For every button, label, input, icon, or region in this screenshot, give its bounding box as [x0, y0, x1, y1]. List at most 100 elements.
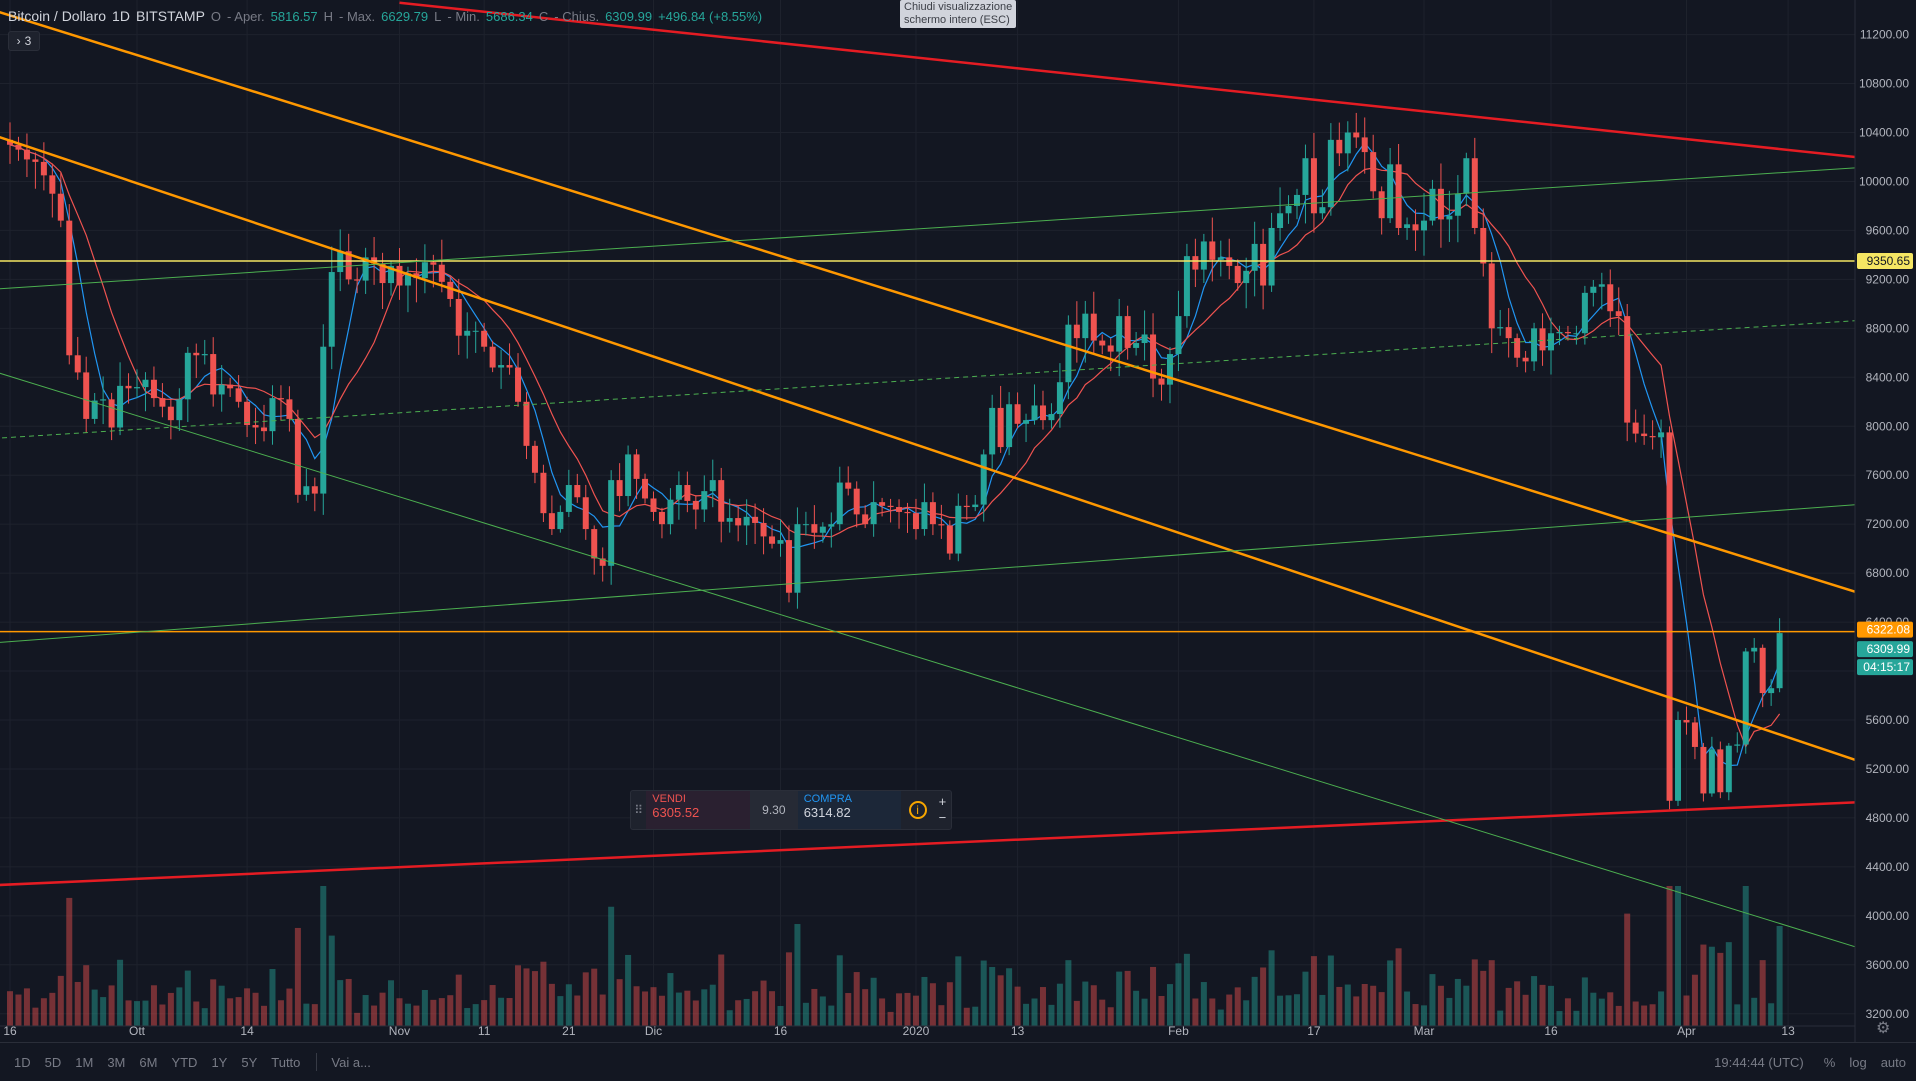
range-6m[interactable]: 6M: [139, 1054, 158, 1070]
candle-body: [1759, 647, 1766, 694]
range-ytd[interactable]: YTD: [171, 1054, 198, 1070]
sell-button[interactable]: VENDI 6305.52: [646, 791, 750, 829]
info-button[interactable]: i: [901, 791, 933, 829]
percent-toggle[interactable]: %: [1823, 1054, 1836, 1070]
candle-body: [1505, 327, 1512, 339]
volume-bar: [1573, 1010, 1580, 1026]
plot-area: [0, 1, 1855, 1026]
volume-bar: [582, 972, 589, 1026]
volume-bar: [303, 1003, 310, 1026]
candle-body: [1141, 334, 1148, 344]
volume-bar: [286, 988, 293, 1026]
quantity-stepper: + −: [934, 791, 951, 829]
volume-bar: [667, 973, 674, 1026]
minus-icon[interactable]: −: [938, 810, 947, 825]
price-axis: 3200.00 3600.00 4000.00 4400.00 4800.00 5200.…: [1854, 0, 1916, 1042]
candle-body: [421, 262, 428, 279]
volume-bar: [879, 998, 886, 1026]
yellow-line-price-tag: 9350.65: [1867, 254, 1911, 268]
candle-body: [675, 485, 682, 500]
candle-body: [582, 497, 589, 530]
volume-bar: [464, 1008, 471, 1026]
candle-body: [100, 399, 107, 401]
candle-body: [557, 511, 564, 530]
volume-bar: [845, 993, 852, 1026]
volume-bar: [1471, 959, 1478, 1026]
candle-body: [752, 516, 759, 523]
volume-bar: [134, 1001, 141, 1026]
range-1m[interactable]: 1M: [75, 1054, 94, 1070]
trendline: [0, 135, 1855, 762]
time-tick-label: 21: [562, 1024, 576, 1038]
volume-bar: [91, 989, 98, 1026]
buy-price: 6314.82: [803, 805, 851, 820]
price-tick-label: 9600.00: [1866, 223, 1910, 237]
volume-bar: [1209, 998, 1216, 1026]
candle-body: [1268, 227, 1275, 286]
candle-body: [244, 401, 251, 426]
volume-bar: [1759, 960, 1766, 1026]
ma-slow-line: [9, 144, 1781, 749]
candle-body: [887, 505, 894, 508]
volume-bar: [777, 1005, 784, 1026]
indicators-toggle[interactable]: › 3: [8, 31, 40, 51]
drag-handle-icon[interactable]: ⠿: [634, 803, 644, 817]
interval[interactable]: 1D: [112, 8, 130, 24]
volume-bar: [1150, 966, 1157, 1026]
candle-body: [1556, 332, 1563, 334]
candle-body: [1395, 164, 1402, 228]
log-toggle[interactable]: log: [1849, 1054, 1867, 1070]
range-1d[interactable]: 1D: [14, 1054, 31, 1070]
trendline: [399, 1, 1855, 159]
volume-bar: [506, 998, 513, 1026]
volume-bar: [709, 984, 716, 1026]
volume-bar: [531, 971, 538, 1026]
candle-body: [769, 536, 776, 544]
range-1y[interactable]: 1Y: [211, 1054, 228, 1070]
candle-body: [667, 499, 674, 525]
buy-button[interactable]: COMPRA 6314.82: [797, 791, 902, 829]
volume-bar: [1293, 994, 1300, 1026]
candle-body: [1082, 313, 1089, 339]
utc-clock[interactable]: 19:44:44 (UTC): [1714, 1054, 1804, 1070]
candle-body: [1293, 194, 1300, 206]
volume-bar: [675, 992, 682, 1026]
candle-body: [946, 525, 953, 554]
price-tick-label: 11200.00: [1860, 28, 1909, 42]
volume-bar: [125, 1000, 132, 1026]
volume-bar: [904, 992, 911, 1026]
range-3m[interactable]: 3M: [107, 1054, 126, 1070]
range-5d[interactable]: 5D: [44, 1054, 62, 1070]
last-price-tag-bg: [1857, 641, 1913, 658]
candle-body: [438, 264, 445, 282]
range-5y[interactable]: 5Y: [241, 1054, 258, 1070]
plus-icon[interactable]: +: [938, 794, 947, 809]
time-tick-label: 14: [240, 1024, 254, 1038]
volume-bar: [548, 983, 555, 1026]
volume-bar: [218, 985, 225, 1026]
auto-toggle[interactable]: auto: [1880, 1054, 1906, 1070]
trendline: [0, 10, 1855, 593]
volume-bar: [1234, 987, 1241, 1026]
volume-bar: [345, 978, 352, 1026]
volume-bar: [625, 954, 632, 1026]
candle-body: [633, 454, 640, 479]
volume-bar: [404, 1003, 411, 1026]
symbol-name[interactable]: Bitcoin / Dollaro: [8, 8, 107, 24]
goto-date-button[interactable]: Vai a...: [331, 1054, 371, 1070]
volume-bar: [227, 998, 234, 1026]
price-tick-label: 6800.00: [1866, 566, 1910, 580]
candle-body: [404, 273, 411, 286]
range-all[interactable]: Tutto: [271, 1054, 301, 1070]
gear-icon[interactable]: ⚙: [1876, 1020, 1891, 1037]
candle-body: [1497, 327, 1504, 329]
candle-body: [921, 502, 928, 530]
time-tick-label: 11: [478, 1024, 491, 1038]
price-tick-label: 9200.00: [1866, 272, 1910, 286]
volume-bar: [1268, 950, 1275, 1026]
candle-body: [1285, 205, 1292, 214]
volume-bar: [184, 970, 191, 1026]
price-tick-label: 8400.00: [1866, 370, 1910, 384]
candle-body: [1590, 286, 1597, 293]
